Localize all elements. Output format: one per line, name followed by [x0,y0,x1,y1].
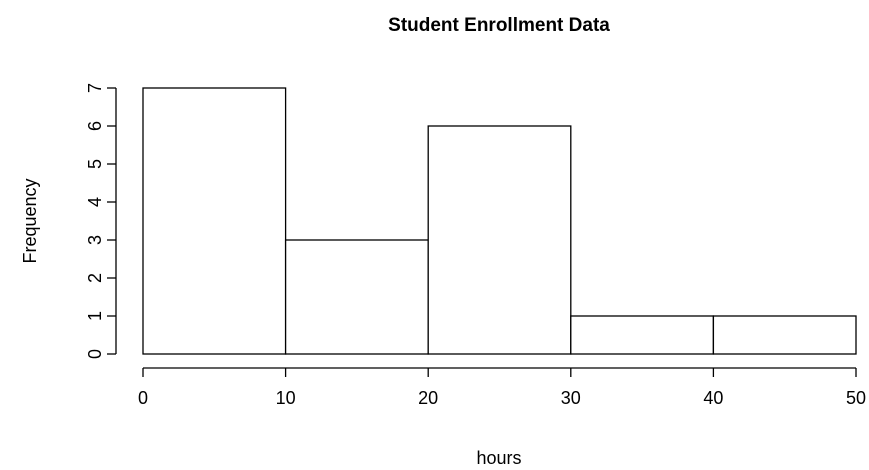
chart-title: Student Enrollment Data [388,15,610,36]
y-axis-label: Frequency [20,178,40,263]
x-axis-label: hours [476,448,521,468]
x-tick-label: 50 [846,388,866,408]
y-tick-label: 2 [85,273,105,283]
y-tick-label: 3 [85,235,105,245]
x-tick-label: 20 [418,388,438,408]
x-tick-label: 30 [561,388,581,408]
y-tick-label: 0 [85,349,105,359]
bars-layer [142,87,857,355]
x-tick-label: 10 [276,388,296,408]
x-tick-label: 40 [703,388,723,408]
histogram-bar-10-20 [284,239,429,355]
y-tick-label: 7 [85,83,105,93]
y-tick-label: 1 [85,311,105,321]
y-tick-label: 4 [85,197,105,207]
x-axis: 0 10 20 30 40 50 [138,367,866,408]
histogram-bar-30-40 [570,315,715,355]
y-tick-label: 5 [85,159,105,169]
histogram-bar-20-30 [427,125,572,355]
y-axis: 0 1 2 3 4 5 6 7 [85,83,117,359]
histogram-bar-40-50 [712,315,857,355]
x-tick-label: 0 [138,388,148,408]
histogram-bar-0-10 [142,87,287,355]
y-tick-label: 6 [85,121,105,131]
